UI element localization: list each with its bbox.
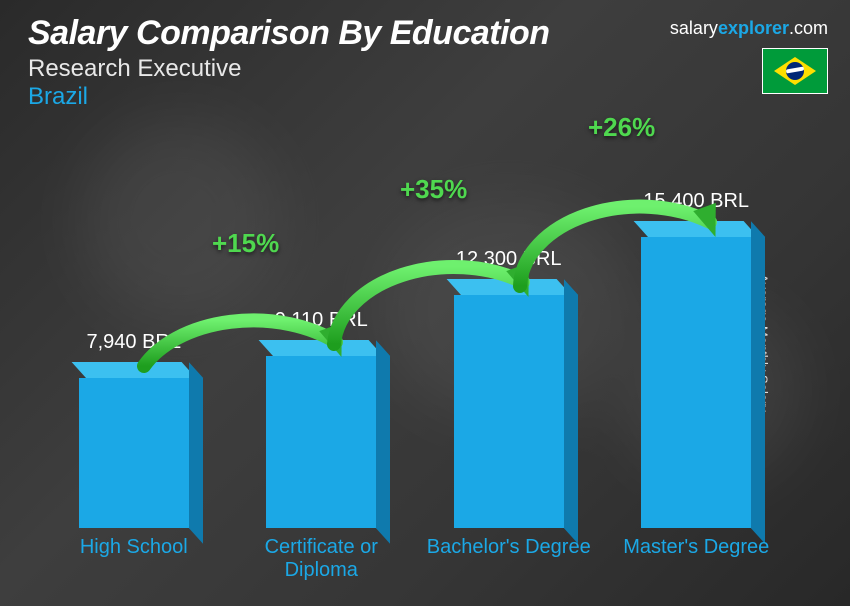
bar-value-label: 9,110 BRL <box>241 309 401 332</box>
category-label: Master's Degree <box>606 536 786 559</box>
country-flag-icon <box>762 48 828 94</box>
chart-area: Average Monthly Salary 7,940 BRLHigh Sch… <box>40 110 790 576</box>
bar <box>454 295 564 528</box>
chart-subtitle: Research Executive <box>28 55 830 83</box>
category-label: Bachelor's Degree <box>419 536 599 559</box>
brand-part1: salary <box>670 18 718 38</box>
category-label: Certificate or Diploma <box>231 536 411 582</box>
bar-wrap: 15,400 BRLMaster's Degree <box>603 237 791 528</box>
bars-container: 7,940 BRLHigh School9,110 BRLCertificate… <box>40 168 790 528</box>
bar-value-label: 7,940 BRL <box>54 331 214 354</box>
increase-percent-label: +15% <box>212 228 279 259</box>
bar-wrap: 12,300 BRLBachelor's Degree <box>415 295 603 528</box>
bar-wrap: 7,940 BRLHigh School <box>40 378 228 528</box>
bar <box>266 356 376 528</box>
bar <box>79 378 189 528</box>
increase-percent-label: +26% <box>588 112 655 143</box>
brand-part3: .com <box>789 18 828 38</box>
bar-wrap: 9,110 BRLCertificate or Diploma <box>228 356 416 528</box>
bar-value-label: 15,400 BRL <box>616 190 776 213</box>
bar-value-label: 12,300 BRL <box>429 248 589 271</box>
increase-percent-label: +35% <box>400 174 467 205</box>
chart-country: Brazil <box>28 83 830 111</box>
category-label: High School <box>44 536 224 559</box>
bar <box>641 237 751 528</box>
brand-part2: explorer <box>718 18 789 38</box>
brand-logo: salaryexplorer.com <box>670 18 828 39</box>
